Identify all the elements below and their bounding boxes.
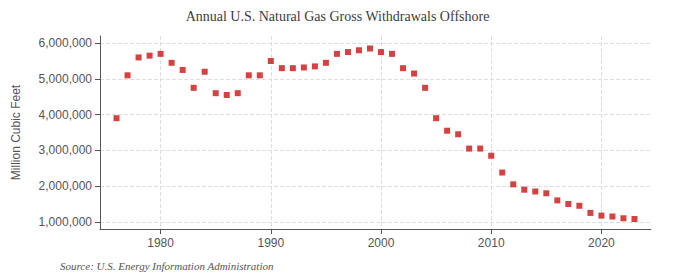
svg-text:2,000,000: 2,000,000 (39, 179, 93, 193)
svg-text:Million Cubic Feet: Million Cubic Feet (9, 84, 23, 180)
svg-text:Source: U.S. Energy Informatio: Source: U.S. Energy Information Administ… (60, 260, 274, 272)
svg-text:1990: 1990 (257, 236, 284, 250)
svg-text:2000: 2000 (368, 236, 395, 250)
svg-text:5,000,000: 5,000,000 (39, 72, 93, 86)
svg-text:Annual U.S. Natural Gas Gross: Annual U.S. Natural Gas Gross Withdrawal… (186, 9, 490, 24)
svg-text:2020: 2020 (588, 236, 615, 250)
svg-text:6,000,000: 6,000,000 (39, 36, 93, 50)
svg-text:1980: 1980 (147, 236, 174, 250)
svg-text:3,000,000: 3,000,000 (39, 143, 93, 157)
svg-text:4,000,000: 4,000,000 (39, 108, 93, 122)
svg-text:2010: 2010 (478, 236, 505, 250)
svg-text:1,000,000: 1,000,000 (39, 215, 93, 229)
